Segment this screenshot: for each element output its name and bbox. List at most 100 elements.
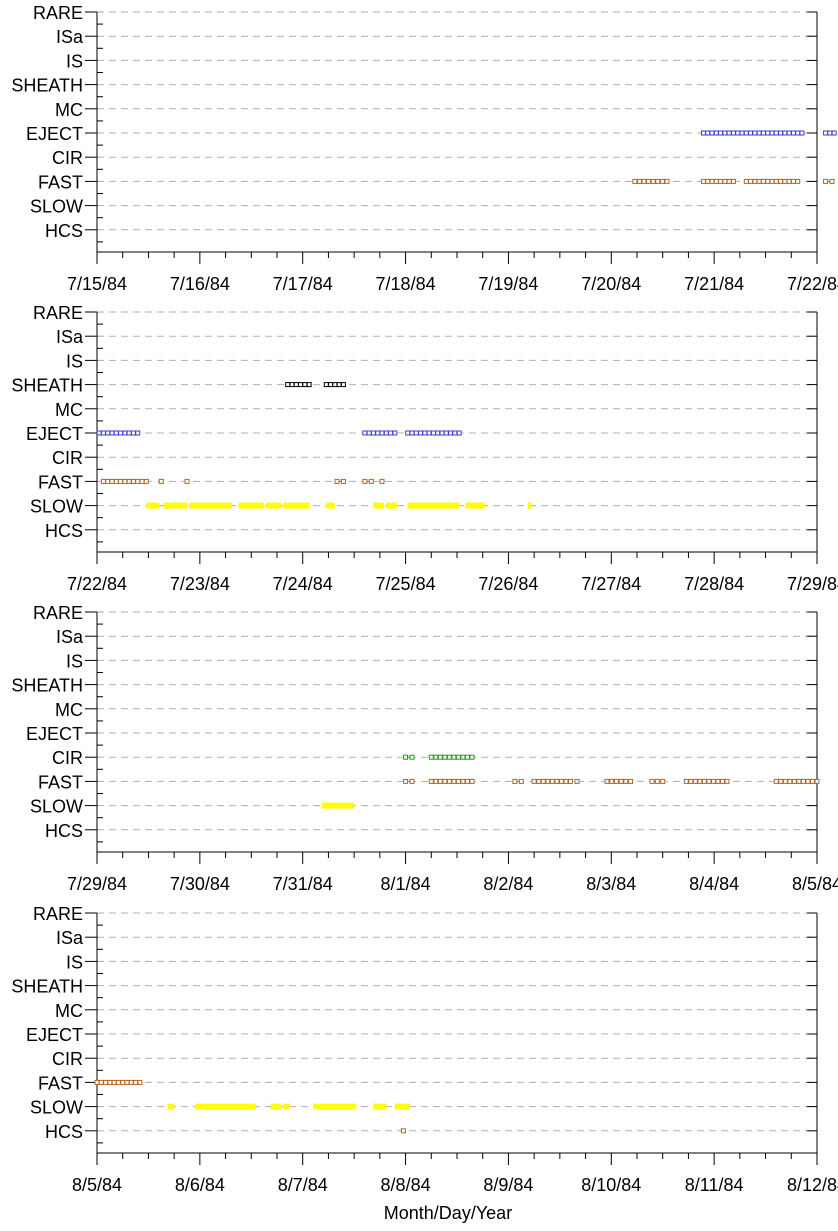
y-tick-label: HCS [45, 821, 83, 841]
data-point [323, 382, 329, 388]
data-point [464, 778, 470, 784]
data-point [769, 178, 775, 184]
segment-slow [386, 502, 397, 509]
data-point [403, 754, 409, 760]
data-point [760, 178, 766, 184]
y-tick-label: ISa [56, 327, 84, 347]
data-point [413, 430, 419, 436]
data-point [773, 130, 779, 136]
data-point [726, 178, 732, 184]
data-point [705, 130, 711, 136]
data-point [455, 754, 461, 760]
data-point [697, 778, 703, 784]
data-point [366, 430, 372, 436]
data-point [137, 1079, 143, 1085]
segment-fast [334, 478, 346, 484]
data-point [332, 382, 338, 388]
data-point [306, 382, 312, 388]
data-point [435, 430, 441, 436]
data-point [298, 382, 304, 388]
x-tick-label: 7/23/84 [170, 574, 230, 594]
data-point [823, 178, 829, 184]
y-tick-label: FAST [38, 472, 83, 492]
x-tick-label: 8/10/84 [581, 1175, 641, 1195]
slow-bar [527, 502, 532, 509]
x-tick-label: 7/15/84 [67, 274, 127, 294]
x-tick-label: 8/3/84 [586, 874, 636, 894]
segment-slow [283, 502, 310, 509]
y-tick-label: SHEATH [11, 376, 83, 396]
data-point [96, 430, 102, 436]
data-point [536, 778, 542, 784]
data-point [778, 778, 784, 784]
data-point [827, 130, 833, 136]
segment-slow [373, 1103, 387, 1110]
data-point [791, 778, 797, 784]
slow-bar [238, 502, 265, 509]
slow-bar [270, 1103, 282, 1110]
data-point [796, 778, 802, 784]
data-point [113, 430, 119, 436]
x-tick-label: 8/12/84 [787, 1175, 838, 1195]
x-tick-label: 8/1/84 [381, 874, 431, 894]
data-point [659, 178, 665, 184]
y-tick-label: IS [66, 351, 83, 371]
data-point [831, 130, 837, 136]
data-point [375, 430, 381, 436]
data-point [328, 382, 334, 388]
data-point [799, 130, 805, 136]
segment-slow [195, 1103, 256, 1110]
data-point [545, 778, 551, 784]
data-point [135, 478, 141, 484]
x-tick-label: 8/8/84 [381, 1175, 431, 1195]
data-point [446, 778, 452, 784]
data-point [143, 478, 149, 484]
y-tick-label: ISa [56, 627, 84, 647]
panel-4: RARE ISa IS SHEATH MC EJECT CIR FAST SLOW HCS 8/5/… [11, 904, 838, 1195]
segment-fast [403, 778, 415, 784]
data-point [409, 430, 415, 436]
data-point [628, 778, 634, 784]
x-tick-label: 7/17/84 [273, 274, 333, 294]
data-point [756, 130, 762, 136]
data-point [748, 178, 754, 184]
data-point [451, 754, 457, 760]
data-point [426, 430, 432, 436]
data-point [765, 178, 771, 184]
segment-fast [649, 778, 666, 784]
segment-slow [146, 502, 160, 509]
data-point [726, 130, 732, 136]
data-point [683, 778, 689, 784]
data-point [107, 1079, 113, 1085]
slow-bar [386, 502, 397, 509]
data-point [549, 778, 555, 784]
y-tick-label: RARE [33, 603, 83, 623]
x-tick-label: 7/29/84 [787, 574, 838, 594]
segment-slow [527, 502, 532, 509]
data-point [293, 382, 299, 388]
data-point [709, 178, 715, 184]
data-point [800, 778, 806, 784]
x-tick-label: 7/22/84 [787, 274, 838, 294]
data-point [743, 130, 749, 136]
data-point [418, 430, 424, 436]
segment-eject [700, 130, 805, 136]
data-point [442, 754, 448, 760]
y-tick-label: MC [55, 400, 83, 420]
slow-bar [313, 1103, 357, 1110]
data-point [760, 130, 766, 136]
data-point [428, 778, 434, 784]
data-point [428, 754, 434, 760]
data-point [340, 478, 346, 484]
data-point [688, 778, 694, 784]
data-point [623, 778, 629, 784]
segment-slow [465, 502, 485, 509]
slow-bar [373, 502, 385, 509]
data-point [302, 382, 308, 388]
y-tick-label: CIR [52, 148, 83, 168]
segment-cir [428, 754, 475, 760]
y-tick-label: IS [66, 952, 83, 972]
slow-bar [283, 1103, 290, 1110]
x-tick-label: 7/25/84 [376, 574, 436, 594]
data-point [650, 178, 656, 184]
